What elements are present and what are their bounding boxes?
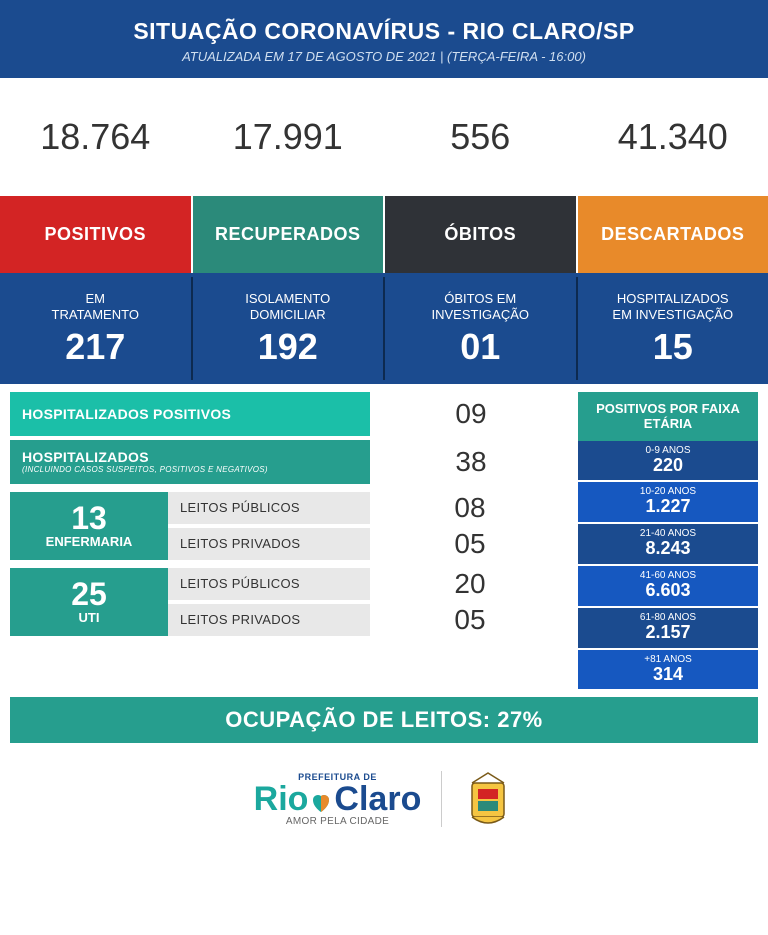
age-item: +81 ANOS314 [578,648,758,690]
stat-col: 41.340DESCARTADOS [578,78,768,273]
stat-col: 556ÓBITOS [385,78,578,273]
detail-section: HOSPITALIZADOS POSITIVOS09HOSPITALIZADOS… [0,384,768,690]
age-count: 2.157 [578,623,758,643]
hosp-label: HOSPITALIZADOS(INCLUINDO CASOS SUSPEITOS… [10,440,370,484]
rio-claro-text: Rio Claro [254,782,422,816]
bed-row-value: 20 [370,568,570,600]
infographic: SITUAÇÃO CORONAVÍRUS - RIO CLARO/SP ATUA… [0,0,768,851]
bed-row-value: 05 [370,528,570,560]
secondary-stats-row: EMTRATAMENTO217ISOLAMENTODOMICILIAR192ÓB… [0,273,768,384]
age-item: 41-60 ANOS6.603 [578,564,758,606]
secondary-value: 217 [8,326,183,368]
header: SITUAÇÃO CORONAVÍRUS - RIO CLARO/SP ATUA… [0,0,768,78]
age-count: 6.603 [578,581,758,601]
bed-total-num: 13 [71,502,107,534]
stat-col: 17.991RECUPERADOS [193,78,386,273]
secondary-stat: ÓBITOS EMINVESTIGAÇÃO01 [385,277,578,380]
bed-total: 13ENFERMARIA [10,492,168,560]
age-item: 21-40 ANOS8.243 [578,522,758,564]
age-item: 10-20 ANOS1.227 [578,480,758,522]
bed-row: LEITOS PÚBLICOS08 [168,492,570,528]
secondary-label: HOSPITALIZADOSEM INVESTIGAÇÃO [586,291,761,324]
heart-icon [309,787,333,811]
bed-row-value: 08 [370,492,570,524]
bed-row-label: LEITOS PRIVADOS [168,604,370,636]
secondary-value: 15 [586,326,761,368]
hosp-value: 38 [370,440,570,484]
bed-row-label: LEITOS PRIVADOS [168,528,370,560]
stat-col: 18.764POSITIVOS [0,78,193,273]
header-subtitle: ATUALIZADA EM 17 DE AGOSTO DE 2021 | (TE… [10,49,758,64]
age-count: 220 [578,456,758,476]
bed-rows: LEITOS PÚBLICOS08LEITOS PRIVADOS05 [168,492,570,560]
amor-label: AMOR PELA CIDADE [286,816,389,827]
age-list: 0-9 ANOS22010-20 ANOS1.22721-40 ANOS8.24… [578,441,758,690]
bed-row-value: 05 [370,604,570,636]
bed-total-label: ENFERMARIA [46,534,133,549]
hospitalized-row: HOSPITALIZADOS(INCLUINDO CASOS SUSPEITOS… [10,440,570,484]
rio-claro-logo: PREFEITURA DE Rio Claro AMOR PELA CIDADE [254,772,422,827]
stat-value: 556 [385,78,576,196]
footer: PREFEITURA DE Rio Claro AMOR PELA CIDADE [0,751,768,851]
stat-value: 41.340 [578,78,768,196]
hosp-value: 09 [370,392,570,436]
secondary-value: 01 [393,326,568,368]
divider [441,771,442,827]
secondary-label: ISOLAMENTODOMICILIAR [201,291,376,324]
bed-block: 13ENFERMARIALEITOS PÚBLICOS08LEITOS PRIV… [10,492,570,560]
hospitalized-row: HOSPITALIZADOS POSITIVOS09 [10,392,570,436]
age-item: 0-9 ANOS220 [578,441,758,481]
bed-total-label: UTI [79,610,100,625]
secondary-stat: HOSPITALIZADOSEM INVESTIGAÇÃO15 [578,277,768,380]
bed-row: LEITOS PRIVADOS05 [168,528,570,560]
age-breakdown: POSITIVOS POR FAIXA ETÁRIA 0-9 ANOS22010… [578,392,758,690]
age-item: 61-80 ANOS2.157 [578,606,758,648]
bed-total-num: 25 [71,578,107,610]
header-title: SITUAÇÃO CORONAVÍRUS - RIO CLARO/SP [10,18,758,45]
rio-text: Rio [254,782,309,816]
stat-value: 17.991 [193,78,384,196]
age-count: 1.227 [578,497,758,517]
stat-label: POSITIVOS [0,196,191,273]
bed-row: LEITOS PRIVADOS05 [168,604,570,636]
bed-block: 25UTILEITOS PÚBLICOS20LEITOS PRIVADOS05 [10,568,570,636]
bed-row-label: LEITOS PÚBLICOS [168,492,370,524]
bed-row: LEITOS PÚBLICOS20 [168,568,570,604]
bed-total: 25UTI [10,568,168,636]
secondary-label: EMTRATAMENTO [8,291,183,324]
stat-label: ÓBITOS [385,196,576,273]
secondary-value: 192 [201,326,376,368]
stat-label: RECUPERADOS [193,196,384,273]
secondary-stat: ISOLAMENTODOMICILIAR192 [193,277,386,380]
hosp-label: HOSPITALIZADOS POSITIVOS [10,392,370,436]
city-crest-icon [462,769,514,829]
claro-text: Claro [334,782,421,816]
bed-row-label: LEITOS PÚBLICOS [168,568,370,600]
stat-value: 18.764 [0,78,191,196]
secondary-stat: EMTRATAMENTO217 [0,277,193,380]
occupancy-bar: OCUPAÇÃO DE LEITOS: 27% [10,697,758,743]
bed-rows: LEITOS PÚBLICOS20LEITOS PRIVADOS05 [168,568,570,636]
detail-left: HOSPITALIZADOS POSITIVOS09HOSPITALIZADOS… [10,392,570,690]
stat-label: DESCARTADOS [578,196,768,273]
secondary-label: ÓBITOS EMINVESTIGAÇÃO [393,291,568,324]
age-count: 314 [578,665,758,685]
age-header: POSITIVOS POR FAIXA ETÁRIA [578,392,758,441]
primary-stats-row: 18.764POSITIVOS17.991RECUPERADOS556ÓBITO… [0,78,768,273]
age-count: 8.243 [578,539,758,559]
